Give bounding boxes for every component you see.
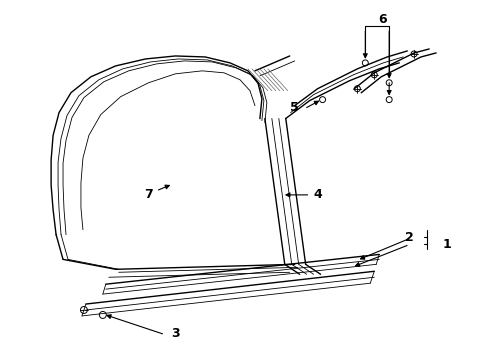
Text: 5: 5 <box>290 101 299 114</box>
Text: 7: 7 <box>144 188 153 201</box>
Text: 2: 2 <box>404 231 412 244</box>
Text: 1: 1 <box>442 238 450 251</box>
Text: 6: 6 <box>377 13 386 26</box>
Text: 3: 3 <box>171 327 179 340</box>
Text: 4: 4 <box>313 188 321 201</box>
